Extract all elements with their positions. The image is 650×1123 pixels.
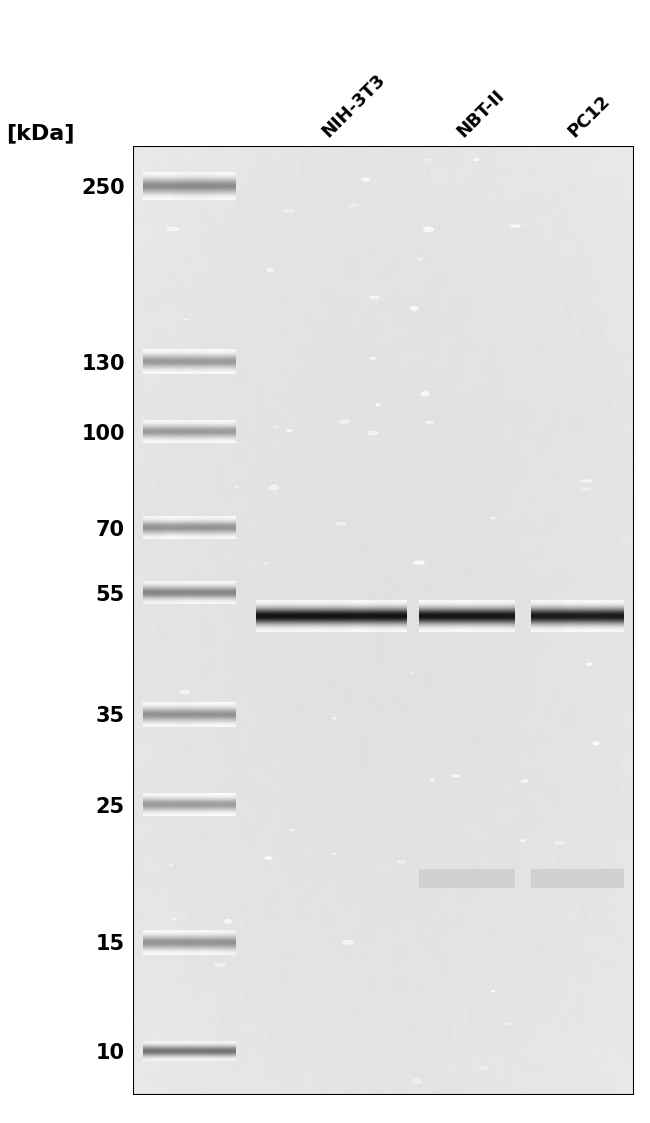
Ellipse shape bbox=[421, 392, 429, 395]
Ellipse shape bbox=[414, 562, 424, 564]
Ellipse shape bbox=[417, 258, 422, 261]
Ellipse shape bbox=[167, 227, 178, 231]
Ellipse shape bbox=[269, 485, 279, 490]
Ellipse shape bbox=[586, 664, 592, 665]
Ellipse shape bbox=[172, 917, 177, 920]
Ellipse shape bbox=[205, 191, 209, 193]
Ellipse shape bbox=[426, 421, 434, 423]
Ellipse shape bbox=[286, 430, 292, 431]
Ellipse shape bbox=[263, 563, 268, 564]
Ellipse shape bbox=[349, 203, 359, 207]
Ellipse shape bbox=[368, 431, 378, 435]
Ellipse shape bbox=[343, 940, 354, 944]
Ellipse shape bbox=[505, 1023, 511, 1024]
Ellipse shape bbox=[214, 964, 225, 967]
Ellipse shape bbox=[370, 357, 375, 359]
Ellipse shape bbox=[370, 296, 379, 299]
Ellipse shape bbox=[361, 179, 370, 181]
Ellipse shape bbox=[424, 227, 434, 231]
Ellipse shape bbox=[412, 1079, 422, 1084]
Ellipse shape bbox=[410, 307, 418, 310]
Ellipse shape bbox=[582, 487, 591, 491]
Ellipse shape bbox=[554, 841, 564, 844]
Text: PC12: PC12 bbox=[565, 91, 614, 140]
Ellipse shape bbox=[397, 860, 406, 862]
Text: NIH-3T3: NIH-3T3 bbox=[318, 70, 389, 140]
Ellipse shape bbox=[474, 158, 479, 161]
Ellipse shape bbox=[511, 225, 520, 227]
Ellipse shape bbox=[183, 319, 189, 320]
Ellipse shape bbox=[580, 480, 592, 482]
Ellipse shape bbox=[340, 420, 350, 423]
Ellipse shape bbox=[520, 840, 525, 841]
Ellipse shape bbox=[492, 990, 495, 992]
Ellipse shape bbox=[424, 159, 430, 161]
Ellipse shape bbox=[411, 673, 414, 674]
Ellipse shape bbox=[479, 1067, 488, 1069]
Ellipse shape bbox=[257, 605, 265, 608]
Ellipse shape bbox=[335, 522, 346, 526]
Ellipse shape bbox=[521, 780, 528, 782]
Ellipse shape bbox=[284, 209, 294, 212]
Ellipse shape bbox=[332, 853, 337, 855]
Text: [kDa]: [kDa] bbox=[6, 124, 75, 144]
Ellipse shape bbox=[593, 742, 599, 745]
Ellipse shape bbox=[376, 404, 380, 405]
Ellipse shape bbox=[265, 857, 272, 859]
Ellipse shape bbox=[180, 691, 189, 693]
Ellipse shape bbox=[225, 920, 231, 923]
Ellipse shape bbox=[452, 775, 459, 777]
Text: NBT-II: NBT-II bbox=[453, 85, 508, 140]
Ellipse shape bbox=[170, 865, 173, 866]
Ellipse shape bbox=[266, 268, 274, 272]
